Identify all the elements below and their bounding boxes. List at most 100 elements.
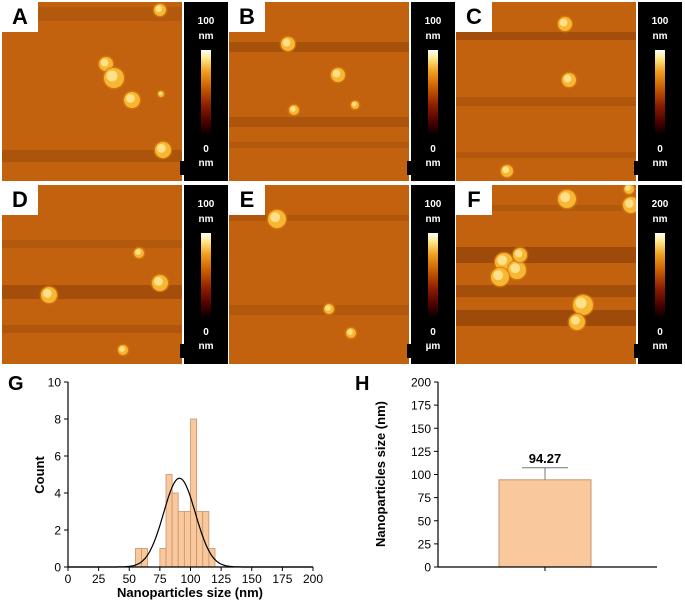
scale-max-unit: nm — [198, 214, 214, 225]
nanoparticle-highlight — [106, 70, 118, 82]
nanoparticle-highlight — [282, 38, 291, 47]
scale-min-unit: nm — [198, 341, 214, 352]
scale-min-value: 0 — [430, 144, 436, 155]
nanoparticle-highlight — [575, 297, 587, 309]
nanoparticle-highlight — [510, 263, 521, 274]
afm-panel-e: E200 nm100nm0µm — [229, 185, 455, 364]
nanoparticle-highlight — [625, 199, 634, 208]
color-gradient-bar — [428, 50, 438, 135]
y-tick-label: 50 — [418, 514, 432, 528]
histogram-bar — [183, 511, 191, 568]
scale-max-value: 100 — [651, 16, 669, 27]
panel-letter-h: H — [355, 373, 369, 395]
y-tick-label: 4 — [54, 487, 61, 501]
x-tick-label: 50 — [123, 572, 137, 586]
scale-min-value: 0 — [657, 327, 663, 338]
afm-height-map — [2, 2, 182, 181]
data-label: 94.27 — [529, 451, 562, 466]
x-axis-label: Nanoparticles size (nm) — [117, 585, 263, 600]
nanoparticle-highlight — [158, 91, 163, 96]
y-tick-label: 0 — [54, 561, 61, 575]
panel-letter: E — [229, 185, 265, 215]
scan-line-artifact — [229, 42, 409, 52]
nanoparticle-highlight — [119, 346, 125, 352]
scan-line-artifact — [229, 305, 409, 315]
y-tick-label: 6 — [54, 450, 61, 464]
scan-line-artifact — [229, 142, 409, 148]
nanoparticle-highlight — [352, 102, 357, 107]
afm-panel-a: A200 nm100nm0nm — [2, 2, 228, 181]
nanoparticle-highlight — [135, 249, 141, 255]
height-color-scale: 100 nm 0 nm — [411, 2, 455, 181]
scale-max-value: 100 — [424, 16, 442, 27]
color-gradient-bar — [201, 233, 211, 318]
y-tick-label: 100 — [411, 468, 431, 482]
panel-letter: A — [2, 2, 38, 32]
nanoparticle-highlight — [560, 192, 571, 203]
histogram-bar — [171, 492, 179, 568]
x-tick-label: 175 — [272, 572, 292, 586]
scan-line-artifact — [456, 205, 636, 211]
height-color-scale: 100 nm 0 nm — [638, 2, 682, 181]
color-gradient-bar — [655, 233, 665, 318]
panel-letter: C — [456, 2, 492, 32]
nanoparticle-highlight — [155, 5, 163, 13]
nanoparticle-highlight — [100, 58, 109, 67]
x-tick-label: 0 — [65, 572, 72, 586]
scan-line-artifact — [2, 7, 182, 21]
scale-min-value: 0 — [657, 144, 663, 155]
y-tick-label: 175 — [411, 399, 431, 413]
scale-min-unit: nm — [425, 158, 441, 169]
nanoparticle-highlight — [290, 106, 296, 112]
nanoparticle-highlight — [563, 74, 572, 83]
afm-panel-b: B200 nm100nm0nm — [229, 2, 455, 181]
scan-line-artifact — [456, 97, 636, 106]
nanoparticle-highlight — [502, 166, 510, 174]
y-tick-label: 75 — [418, 491, 432, 505]
scale-min-unit: µm — [425, 341, 441, 352]
scan-line-artifact — [229, 215, 409, 221]
y-axis-label: Count — [32, 456, 47, 494]
nanoparticle-highlight — [497, 255, 508, 266]
scale-max-value: 100 — [197, 199, 215, 210]
afm-panel-f: F 200 nm200 nm 0 nm — [456, 185, 682, 364]
height-color-scale: 200 nm 0 nm — [638, 185, 682, 364]
x-tick-label: 200 — [303, 572, 323, 586]
scale-min-unit: nm — [652, 341, 668, 352]
scale-max-value: 100 — [197, 16, 215, 27]
nanoparticle-highlight — [157, 144, 166, 153]
scale-min-value: 0 — [203, 144, 209, 155]
panel-letter: B — [229, 2, 265, 32]
nanoparticle-highlight — [332, 69, 341, 78]
scale-max-unit: nm — [652, 214, 668, 225]
scale-max-unit: nm — [425, 214, 441, 225]
afm-panel-c: C200 nm100nm0nm — [456, 2, 682, 181]
mean-size-bar-chart: H 94.27 0 25 50 75 100 125 150 175 200 Nanoparti… — [355, 373, 657, 575]
afm-panel-d: D200 nm100nm0nm — [2, 185, 228, 364]
scale-min-unit: nm — [198, 158, 214, 169]
scale-max-value: 200 — [651, 199, 669, 210]
scan-line-artifact — [2, 325, 182, 333]
scale-min-unit: nm — [652, 158, 668, 169]
x-tick-label: 100 — [180, 572, 200, 586]
x-tick-label: 150 — [242, 572, 262, 586]
nanoparticle-highlight — [493, 270, 504, 281]
panel-letter-g: G — [8, 373, 24, 395]
color-gradient-bar — [201, 50, 211, 135]
scan-line-artifact — [2, 150, 182, 162]
nanoparticle-highlight — [559, 18, 568, 27]
color-gradient-bar — [428, 233, 438, 318]
histogram-bar — [190, 418, 198, 568]
y-tick-label: 25 — [418, 537, 432, 551]
mean-size-bar — [498, 479, 592, 568]
nanoparticle-highlight — [325, 305, 331, 311]
histogram-bar — [177, 511, 185, 568]
scan-line-artifact — [456, 285, 636, 297]
nanoparticle-highlight — [125, 94, 135, 103]
scan-line-artifact — [456, 247, 636, 263]
nanoparticle-highlight — [514, 249, 523, 258]
y-tick-label: 150 — [411, 422, 431, 436]
height-color-scale: 100 nm 0 nm — [184, 185, 228, 364]
scale-min-value: 0 — [203, 327, 209, 338]
